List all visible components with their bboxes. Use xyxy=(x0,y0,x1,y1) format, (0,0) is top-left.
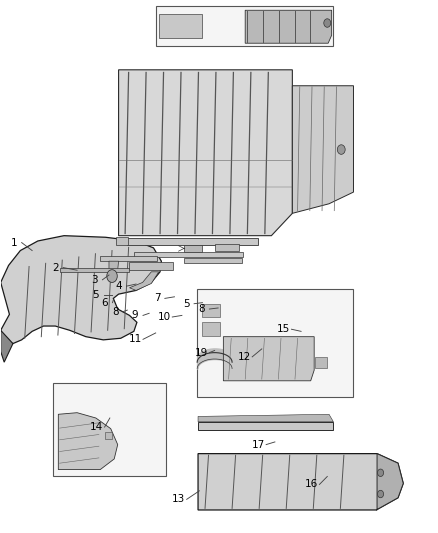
Text: 8: 8 xyxy=(198,304,205,314)
Polygon shape xyxy=(197,289,353,397)
Polygon shape xyxy=(223,337,314,381)
Polygon shape xyxy=(109,261,119,270)
Circle shape xyxy=(378,490,384,498)
Text: 6: 6 xyxy=(101,297,108,308)
Polygon shape xyxy=(1,236,161,344)
Text: 4: 4 xyxy=(115,281,122,291)
Polygon shape xyxy=(130,262,173,270)
Polygon shape xyxy=(53,383,166,477)
Text: 1: 1 xyxy=(11,238,17,247)
Polygon shape xyxy=(127,238,258,245)
Polygon shape xyxy=(130,272,159,290)
Text: 12: 12 xyxy=(238,352,251,362)
Text: 11: 11 xyxy=(128,334,142,344)
Circle shape xyxy=(337,145,345,155)
Polygon shape xyxy=(119,70,292,236)
Polygon shape xyxy=(134,252,243,257)
Polygon shape xyxy=(198,454,403,510)
Polygon shape xyxy=(1,330,13,362)
Text: 9: 9 xyxy=(132,310,138,320)
Polygon shape xyxy=(376,454,403,510)
Text: 15: 15 xyxy=(277,324,290,334)
Polygon shape xyxy=(184,245,202,252)
Text: 17: 17 xyxy=(252,440,265,450)
Text: 2: 2 xyxy=(52,263,59,272)
Circle shape xyxy=(378,469,384,477)
Polygon shape xyxy=(315,357,327,368)
Text: 7: 7 xyxy=(154,293,160,303)
Polygon shape xyxy=(100,256,157,261)
Text: 13: 13 xyxy=(172,494,185,504)
Text: 10: 10 xyxy=(158,312,171,322)
Polygon shape xyxy=(117,237,128,245)
Text: 16: 16 xyxy=(305,480,318,489)
Text: 5: 5 xyxy=(92,289,99,300)
Polygon shape xyxy=(245,10,332,43)
Polygon shape xyxy=(60,268,130,272)
Polygon shape xyxy=(58,413,118,470)
Polygon shape xyxy=(202,304,220,317)
Polygon shape xyxy=(184,258,242,263)
Polygon shape xyxy=(292,86,353,213)
Polygon shape xyxy=(159,14,201,38)
Text: 3: 3 xyxy=(91,275,98,285)
Polygon shape xyxy=(215,244,239,251)
Text: 14: 14 xyxy=(90,422,103,432)
Text: 5: 5 xyxy=(183,298,190,309)
Text: 8: 8 xyxy=(112,306,118,317)
Polygon shape xyxy=(198,414,333,422)
Circle shape xyxy=(107,270,117,282)
Text: 19: 19 xyxy=(195,348,208,358)
Polygon shape xyxy=(198,422,333,430)
Polygon shape xyxy=(202,322,220,336)
Circle shape xyxy=(324,19,331,27)
Polygon shape xyxy=(155,6,332,46)
Polygon shape xyxy=(105,432,112,439)
